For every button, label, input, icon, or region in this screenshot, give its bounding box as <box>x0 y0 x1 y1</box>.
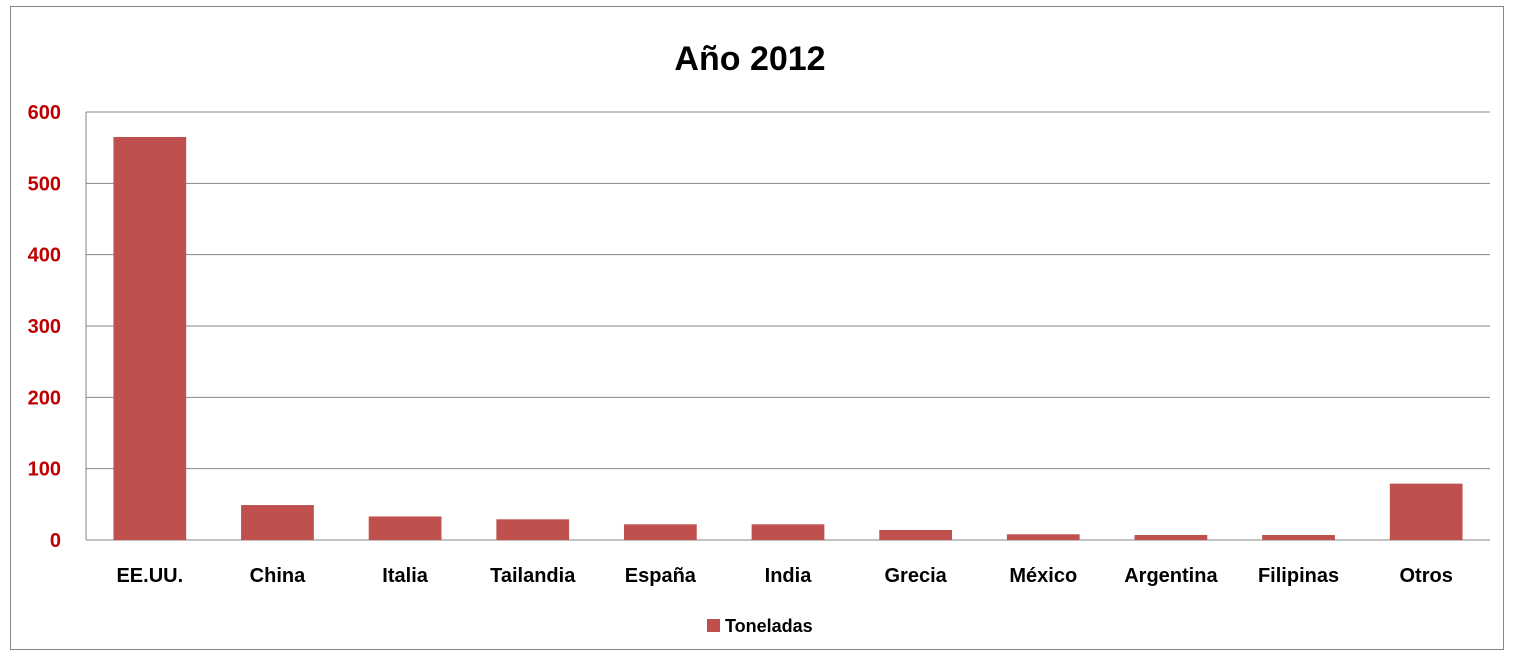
x-tick-label: México <box>1009 565 1077 587</box>
bar-ee-uu <box>113 136 187 540</box>
bar-china <box>241 505 314 540</box>
bar-españa <box>623 524 697 540</box>
chart-title: Año 2012 <box>674 40 825 78</box>
x-tick-label: Grecia <box>885 565 948 587</box>
y-axis-tick-labels: 0 100 200 300 400 500 600 <box>28 102 61 552</box>
x-tick-label: Filipinas <box>1258 565 1339 587</box>
y-tick-label: 400 <box>28 245 61 267</box>
gridlines <box>85 111 1490 541</box>
x-tick-label: Tailandia <box>490 565 576 587</box>
y-tick-label: 0 <box>50 530 61 552</box>
bars <box>113 136 1463 540</box>
x-tick-label: Otros <box>1400 565 1453 587</box>
bar-filipinas <box>1262 535 1335 540</box>
chart-frame <box>10 6 1504 650</box>
x-tick-label: Argentina <box>1124 565 1218 587</box>
x-tick-label: Italia <box>382 565 428 587</box>
bar-tailandia <box>496 519 570 540</box>
legend: Toneladas <box>707 616 813 636</box>
x-axis-tick-labels: EE.UU. China Italia Tailandia España India Gre… <box>116 565 1452 587</box>
y-tick-label: 300 <box>28 316 61 338</box>
bar-grecia <box>879 530 953 540</box>
legend-label-toneladas: Toneladas <box>725 616 813 636</box>
y-tick-label: 500 <box>28 173 61 195</box>
y-tick-label: 600 <box>28 102 61 124</box>
x-tick-label: EE.UU. <box>116 565 183 587</box>
x-tick-label: China <box>250 565 306 587</box>
bar-méxico <box>1006 534 1080 540</box>
legend-swatch-toneladas <box>707 619 720 632</box>
bar-argentina <box>1134 535 1208 540</box>
bar-india <box>751 524 825 540</box>
x-tick-label: España <box>625 565 697 587</box>
bar-italia <box>368 516 442 540</box>
y-tick-label: 200 <box>28 387 61 409</box>
bar-otros <box>1389 483 1463 540</box>
y-tick-label: 100 <box>28 459 61 481</box>
x-tick-label: India <box>765 565 813 587</box>
